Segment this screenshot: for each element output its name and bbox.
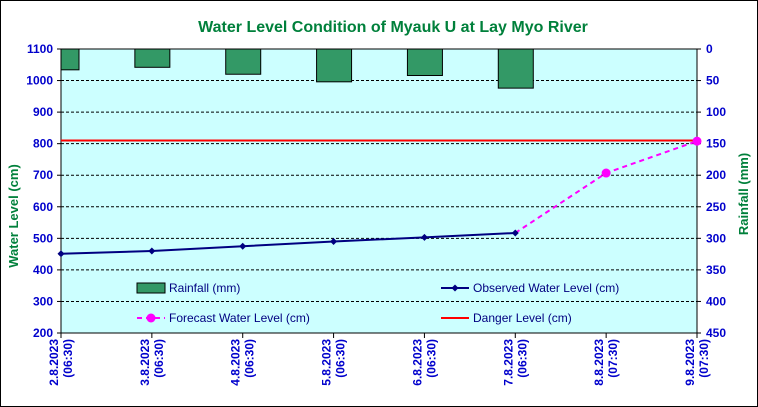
forecast-point bbox=[601, 168, 611, 178]
rainfall-bar bbox=[225, 48, 262, 75]
rainfall-bar bbox=[134, 48, 171, 68]
chart-title: Water Level Condition of Myauk U at Lay … bbox=[198, 19, 588, 36]
legend-swatch-rainfall bbox=[136, 282, 166, 294]
x-tick-label: 4.8.2023 bbox=[229, 339, 243, 386]
y-axis-title: Water Level (cm) bbox=[6, 164, 21, 268]
legend-marker-observed bbox=[451, 284, 459, 292]
legend-label: Rainfall (mm) bbox=[169, 281, 240, 295]
x-tick-label: 2.8.2023 bbox=[47, 339, 61, 386]
x-tick-time: (06:30) bbox=[515, 339, 529, 378]
y-tick-label: 200 bbox=[33, 326, 53, 340]
y-tick-label: 1000 bbox=[26, 74, 53, 88]
observed-point bbox=[420, 233, 428, 241]
y-tick-label: 600 bbox=[33, 200, 53, 214]
y2-tick-label: 200 bbox=[706, 168, 726, 182]
y-tick-label: 900 bbox=[33, 105, 53, 119]
x-tick-label: 5.8.2023 bbox=[320, 339, 334, 386]
y-tick-label: 400 bbox=[33, 263, 53, 277]
y-tick-label: 1100 bbox=[27, 42, 53, 56]
y2-tick-label: 350 bbox=[706, 263, 726, 277]
y2-tick-label: 400 bbox=[706, 294, 726, 308]
rainfall-bar bbox=[316, 48, 353, 83]
y2-tick-label: 450 bbox=[706, 326, 726, 340]
observed-point bbox=[330, 237, 338, 245]
x-tick-time: (07:30) bbox=[697, 339, 711, 378]
x-tick-time: (06:30) bbox=[61, 339, 75, 378]
y2-axis-title: Rainfall (mm) bbox=[736, 153, 751, 235]
x-tick-label: 3.8.2023 bbox=[138, 339, 152, 386]
y-tick-label: 700 bbox=[33, 168, 53, 182]
forecast-point bbox=[692, 136, 702, 146]
x-tick-time: (06:30) bbox=[152, 339, 166, 378]
observed-line bbox=[60, 231, 516, 255]
y-tick-label: 800 bbox=[33, 137, 53, 151]
y-tick-label: 500 bbox=[33, 231, 53, 245]
plot-background bbox=[60, 48, 698, 334]
x-tick-time: (07:30) bbox=[606, 339, 620, 378]
rainfall-bar bbox=[60, 48, 80, 71]
y2-tick-label: 300 bbox=[706, 231, 726, 245]
x-tick-label: 9.8.2023 bbox=[683, 339, 697, 386]
rainfall-bar bbox=[406, 48, 443, 77]
legend-label: Forecast Water Level (cm) bbox=[169, 311, 310, 325]
y2-tick-label: 50 bbox=[706, 74, 720, 88]
x-tick-time: (06:30) bbox=[334, 339, 348, 378]
observed-point bbox=[148, 247, 156, 255]
y2-tick-label: 150 bbox=[706, 137, 726, 151]
x-tick-label: 8.8.2023 bbox=[592, 339, 606, 386]
legend-marker-forecast bbox=[146, 313, 156, 323]
x-tick-time: (06:30) bbox=[243, 339, 257, 378]
legend-label: Observed Water Level (cm) bbox=[473, 281, 619, 295]
observed-point bbox=[511, 229, 519, 237]
rainfall-bar bbox=[497, 48, 534, 89]
y2-tick-label: 100 bbox=[706, 105, 726, 119]
x-tick-label: 7.8.2023 bbox=[501, 339, 515, 386]
y-tick-label: 300 bbox=[33, 294, 53, 308]
y2-tick-label: 250 bbox=[706, 200, 726, 214]
x-tick-label: 6.8.2023 bbox=[410, 339, 424, 386]
y2-tick-label: 0 bbox=[706, 42, 713, 56]
x-tick-time: (06:30) bbox=[424, 339, 438, 378]
plot-area: 200 300 400 500 600 700 800 900 1000 1100 0 50 100 15… bbox=[26, 42, 726, 386]
legend-label: Danger Level (cm) bbox=[473, 311, 572, 325]
observed-point bbox=[239, 242, 247, 250]
observed-point bbox=[57, 250, 65, 258]
